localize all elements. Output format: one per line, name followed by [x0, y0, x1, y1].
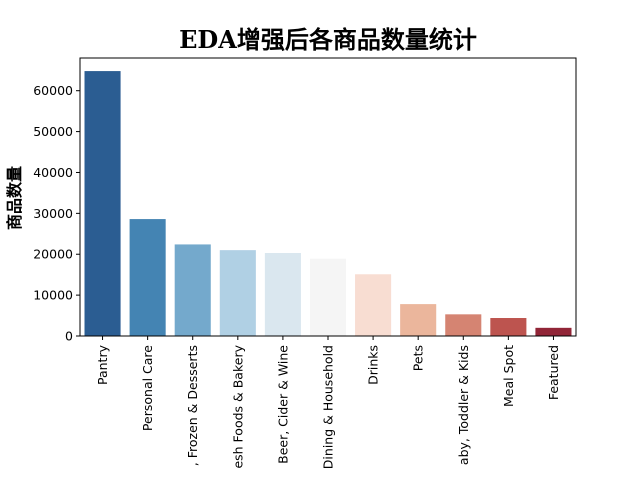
- bar-7: [400, 304, 437, 336]
- y-tick-label: 10000: [33, 288, 73, 303]
- chart-title: EDA增强后各商品数量统计: [179, 25, 477, 54]
- x-tick-label: esh Foods & Bakery: [230, 344, 245, 468]
- x-tick-label: Pantry: [95, 344, 110, 385]
- x-tick-label: Drinks: [366, 345, 381, 385]
- y-tick-label: 40000: [33, 165, 73, 180]
- x-tick-label: Pets: [411, 345, 426, 371]
- x-tick-label: aby, Toddler & Kids: [456, 345, 471, 465]
- bar-8: [445, 314, 482, 336]
- y-axis: 0 10000 20000 30000 40000 50000 60000: [33, 83, 80, 344]
- bar-10: [535, 327, 572, 336]
- bar-5: [309, 258, 347, 336]
- y-tick-label: 50000: [33, 124, 73, 139]
- y-tick-label: 30000: [33, 206, 73, 221]
- x-tick-label: Personal Care: [140, 345, 155, 431]
- bar-2: [174, 244, 211, 336]
- bar-9: [490, 318, 527, 336]
- bar-6: [355, 274, 392, 336]
- y-tick-label: 20000: [33, 247, 73, 262]
- x-tick-label: Meal Spot: [501, 345, 516, 407]
- x-axis: Pantry Personal Care , Frozen & Desserts es…: [95, 336, 561, 469]
- x-tick-label: Beer, Cider & Wine: [275, 345, 290, 464]
- bars-group: [84, 71, 572, 337]
- x-tick-label: , Frozen & Desserts: [185, 345, 200, 466]
- x-tick-label: Dining & Household: [321, 345, 336, 469]
- bar-1: [129, 219, 166, 336]
- y-tick-label: 0: [65, 329, 73, 344]
- bar-4: [264, 253, 301, 336]
- x-tick-label: Featured: [546, 345, 561, 400]
- y-axis-label: 商品数量: [5, 166, 24, 230]
- bar-3: [219, 250, 256, 336]
- y-tick-label: 60000: [33, 83, 73, 98]
- bar-0: [84, 71, 121, 337]
